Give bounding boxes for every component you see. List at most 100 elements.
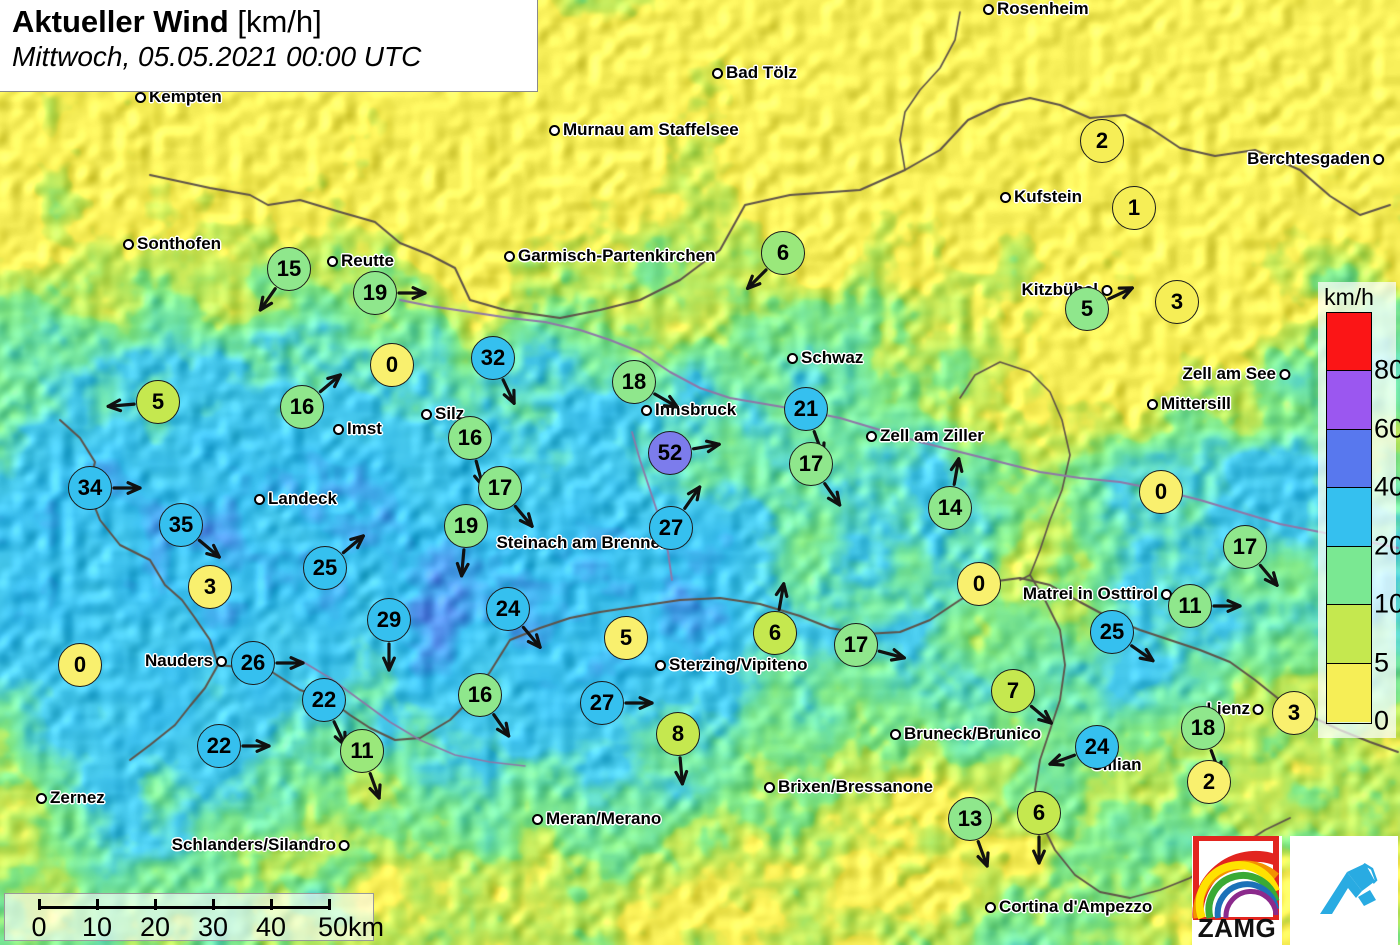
- city-dot-icon: [1000, 191, 1011, 203]
- wind-station-marker[interactable]: 7: [991, 669, 1053, 725]
- wind-station-marker[interactable]: 25: [1090, 610, 1155, 663]
- wind-station-marker[interactable]: 3: [188, 565, 232, 609]
- city-dot-icon: [866, 430, 877, 442]
- city-dot-icon: [712, 67, 723, 79]
- wind-station-marker[interactable]: 2: [1187, 760, 1231, 804]
- city-label: Schlanders/Silandro: [171, 835, 336, 854]
- wind-station-marker[interactable]: 16: [458, 673, 511, 738]
- wind-speed-value: 7: [991, 669, 1035, 713]
- legend-band-80+: [1327, 313, 1371, 372]
- city-label: Landeck: [268, 489, 337, 508]
- city-label: Steinach am Brenner: [496, 533, 667, 552]
- wind-station-marker[interactable]: 18: [1181, 706, 1225, 777]
- wind-station-marker[interactable]: 15: [258, 247, 311, 312]
- wind-station-marker[interactable]: 5: [106, 380, 180, 424]
- wind-station-marker[interactable]: 19: [353, 271, 427, 315]
- wind-station-marker[interactable]: 6: [753, 582, 797, 655]
- wind-station-marker[interactable]: 22: [302, 678, 347, 747]
- wind-station-marker[interactable]: 1: [1112, 186, 1156, 230]
- wind-station-marker[interactable]: 11: [1168, 584, 1242, 628]
- city-label: Rosenheim: [997, 0, 1089, 18]
- wind-station-marker[interactable]: 18: [612, 360, 679, 409]
- wind-speed-value: 17: [789, 442, 833, 486]
- wind-speed-value: 6: [1017, 791, 1061, 835]
- wind-station-marker[interactable]: 24: [1048, 725, 1119, 769]
- wind-station-marker[interactable]: 21: [784, 387, 828, 458]
- wind-speed-value: 0: [58, 643, 102, 687]
- city-dot-icon: [216, 655, 227, 667]
- wind-speed-value: 32: [471, 336, 515, 380]
- wind-station-marker[interactable]: 26: [231, 641, 305, 685]
- wind-speed-value: 5: [1065, 287, 1109, 331]
- wind-speed-value: 6: [753, 611, 797, 655]
- map-title-text: Aktueller Wind: [12, 4, 229, 39]
- wind-station-marker[interactable]: 17: [834, 623, 906, 667]
- city-marker: Mittersill: [1147, 394, 1231, 414]
- wind-station-marker[interactable]: 27: [649, 485, 702, 550]
- zamg-rainbow-icon: [1192, 836, 1282, 945]
- wind-station-marker[interactable]: 16: [280, 373, 342, 429]
- legend-tick-0: 0: [1374, 705, 1390, 736]
- wind-speed-value: 27: [580, 681, 624, 725]
- city-dot-icon: [1253, 703, 1264, 715]
- scale-label-4: 40: [255, 912, 287, 942]
- wind-speed-value: 16: [448, 416, 492, 460]
- legend-color-bar: [1326, 312, 1372, 724]
- map-title-card: Aktueller Wind [km/h] Mittwoch, 05.05.20…: [0, 0, 538, 92]
- wind-station-marker[interactable]: 29: [367, 598, 411, 672]
- city-dot-icon: [339, 839, 350, 851]
- city-label: Garmisch-Partenkirchen: [518, 246, 716, 265]
- legend-tick-5: 5: [1374, 647, 1390, 678]
- scale-label-0: 0: [31, 912, 47, 942]
- wind-station-marker[interactable]: 5: [604, 616, 648, 660]
- wind-speed-value: 25: [1090, 610, 1134, 654]
- city-marker: Rosenheim: [983, 0, 1089, 19]
- wind-station-marker[interactable]: 27: [580, 681, 654, 725]
- wind-station-marker[interactable]: 5: [1065, 286, 1134, 331]
- wind-station-marker[interactable]: 17: [478, 466, 534, 528]
- wind-speed-value: 8: [656, 712, 700, 756]
- wind-speed-value: 3: [188, 565, 232, 609]
- wind-station-marker[interactable]: 13: [948, 797, 992, 868]
- mountain-icon: [1320, 862, 1378, 914]
- scale-tick: [95, 899, 99, 910]
- wind-station-marker[interactable]: 2: [1080, 119, 1124, 163]
- wind-station-marker[interactable]: 35: [159, 503, 221, 559]
- geosphere-logo: [1290, 836, 1398, 945]
- city-marker: Sterzing/Vipiteno: [655, 655, 808, 675]
- wind-station-marker[interactable]: 22: [197, 724, 271, 768]
- city-marker: Murnau am Staffelsee: [549, 120, 739, 140]
- wind-station-marker[interactable]: 34: [68, 466, 142, 510]
- wind-speed-value: 19: [444, 504, 488, 548]
- wind-station-marker[interactable]: 19: [444, 504, 488, 578]
- wind-station-marker[interactable]: 11: [340, 729, 384, 800]
- wind-station-marker[interactable]: 17: [1223, 525, 1279, 587]
- wind-station-marker[interactable]: 0: [957, 562, 1001, 606]
- wind-station-marker[interactable]: 14: [928, 457, 972, 530]
- wind-station-marker[interactable]: 0: [58, 643, 102, 687]
- wind-station-marker[interactable]: 6: [1017, 791, 1061, 865]
- wind-speed-value: 17: [834, 623, 878, 667]
- city-label: Brixen/Bressanone: [778, 777, 933, 796]
- city-dot-icon: [135, 91, 146, 103]
- wind-station-marker[interactable]: 24: [486, 587, 542, 649]
- wind-speed-value: 3: [1272, 691, 1316, 735]
- wind-station-marker[interactable]: 0: [1139, 470, 1183, 514]
- wind-speed-value: 22: [197, 724, 241, 768]
- city-dot-icon: [421, 408, 432, 420]
- wind-station-marker[interactable]: 52: [648, 431, 721, 475]
- city-marker: Schlanders/Silandro: [172, 835, 350, 855]
- wind-speed-value: 3: [1155, 280, 1199, 324]
- wind-station-marker[interactable]: 3: [1155, 280, 1199, 324]
- wind-station-marker[interactable]: 17: [789, 442, 842, 507]
- wind-station-marker[interactable]: 32: [471, 336, 516, 405]
- wind-station-marker[interactable]: 8: [656, 712, 700, 786]
- wind-station-marker[interactable]: 6: [745, 231, 805, 291]
- wind-station-marker[interactable]: 16: [448, 416, 492, 488]
- wind-station-marker[interactable]: 0: [370, 343, 414, 387]
- wind-station-marker[interactable]: 3: [1272, 691, 1316, 735]
- city-dot-icon: [890, 728, 901, 740]
- legend-band-20-40: [1327, 488, 1371, 547]
- wind-station-marker[interactable]: 25: [303, 534, 365, 590]
